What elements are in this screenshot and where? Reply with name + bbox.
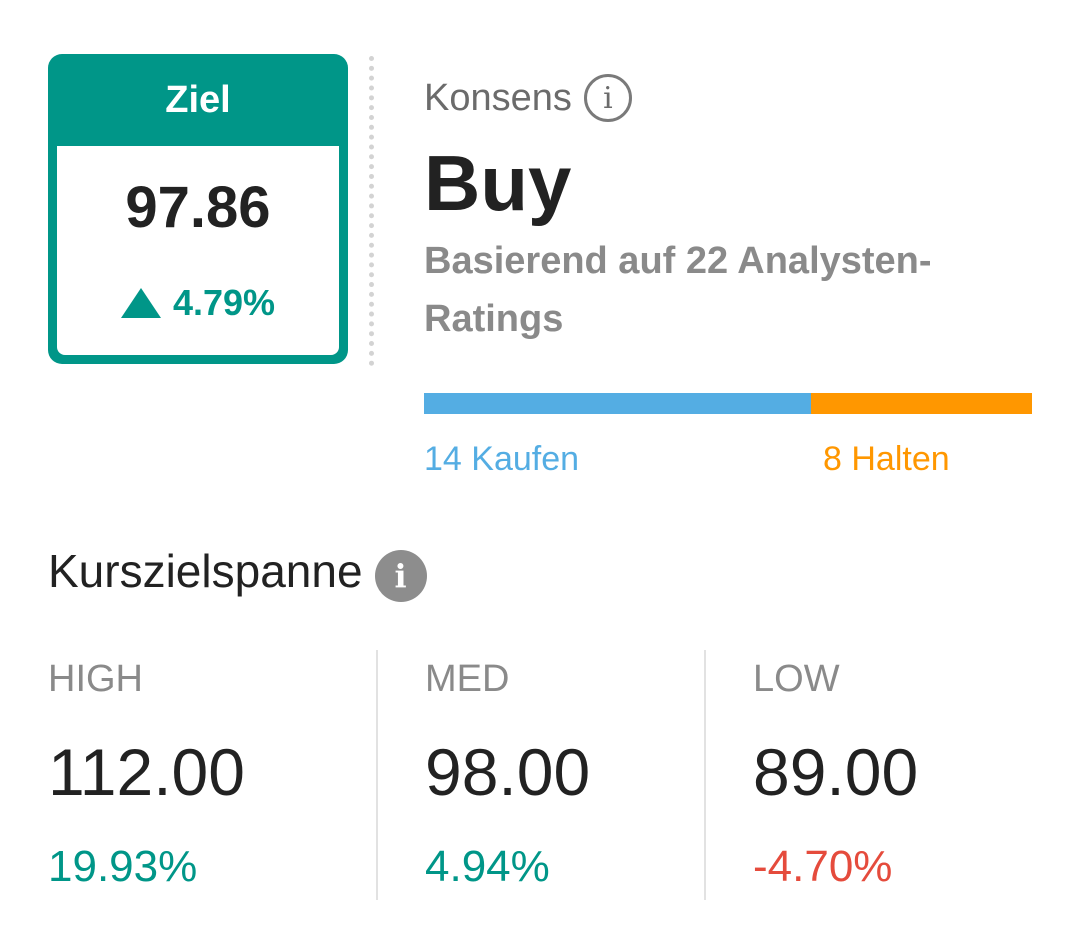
price-target-value: 97.86	[125, 175, 271, 240]
buy-count-label: 14 Kaufen	[424, 440, 580, 478]
range-change-high: 19.93%	[48, 842, 198, 891]
price-target-card: Ziel 97.86 4.79%	[48, 54, 348, 364]
consensus-value: Buy	[424, 139, 572, 227]
consensus-basis-text: Basierend auf 22 Analysten-Ratings	[424, 240, 932, 340]
column-divider	[376, 650, 378, 900]
range-value-low: 89.00	[753, 735, 919, 809]
arrow-up-icon	[120, 288, 161, 318]
range-label-med: MED	[425, 658, 510, 700]
price-target-change: 4.79%	[57, 282, 339, 324]
price-target-change-value: 4.79%	[172, 282, 276, 323]
ratings-distribution-bar	[424, 393, 1032, 414]
range-value-med: 98.00	[425, 735, 591, 809]
ratings-bar-buy-segment	[424, 393, 811, 414]
dotted-divider	[369, 56, 374, 366]
consensus-label-row: Konsens i	[424, 74, 632, 122]
range-column-med: MED 98.00 4.94%	[425, 650, 705, 900]
range-label-high: HIGH	[48, 658, 143, 700]
consensus-label: Konsens	[424, 76, 572, 119]
price-range-title-row: Kurszielspanne i	[48, 540, 427, 602]
range-column-high: HIGH 112.00 19.93%	[48, 650, 376, 900]
price-target-body: 97.86 4.79%	[57, 146, 339, 355]
range-column-low: LOW 89.00 -4.70%	[753, 650, 1053, 900]
range-change-med: 4.94%	[425, 842, 550, 891]
hold-count-label: 8 Halten	[823, 440, 950, 478]
range-value-high: 112.00	[48, 735, 245, 809]
price-range-title: Kurszielspanne	[48, 545, 363, 597]
column-divider	[704, 650, 706, 900]
price-target-header: Ziel	[165, 78, 231, 121]
ratings-bar-hold-segment	[810, 393, 1032, 414]
range-label-low: LOW	[753, 658, 840, 700]
info-filled-icon[interactable]: i	[374, 550, 427, 602]
info-outline-icon[interactable]: i	[583, 74, 632, 122]
range-change-low: -4.70%	[753, 842, 893, 891]
